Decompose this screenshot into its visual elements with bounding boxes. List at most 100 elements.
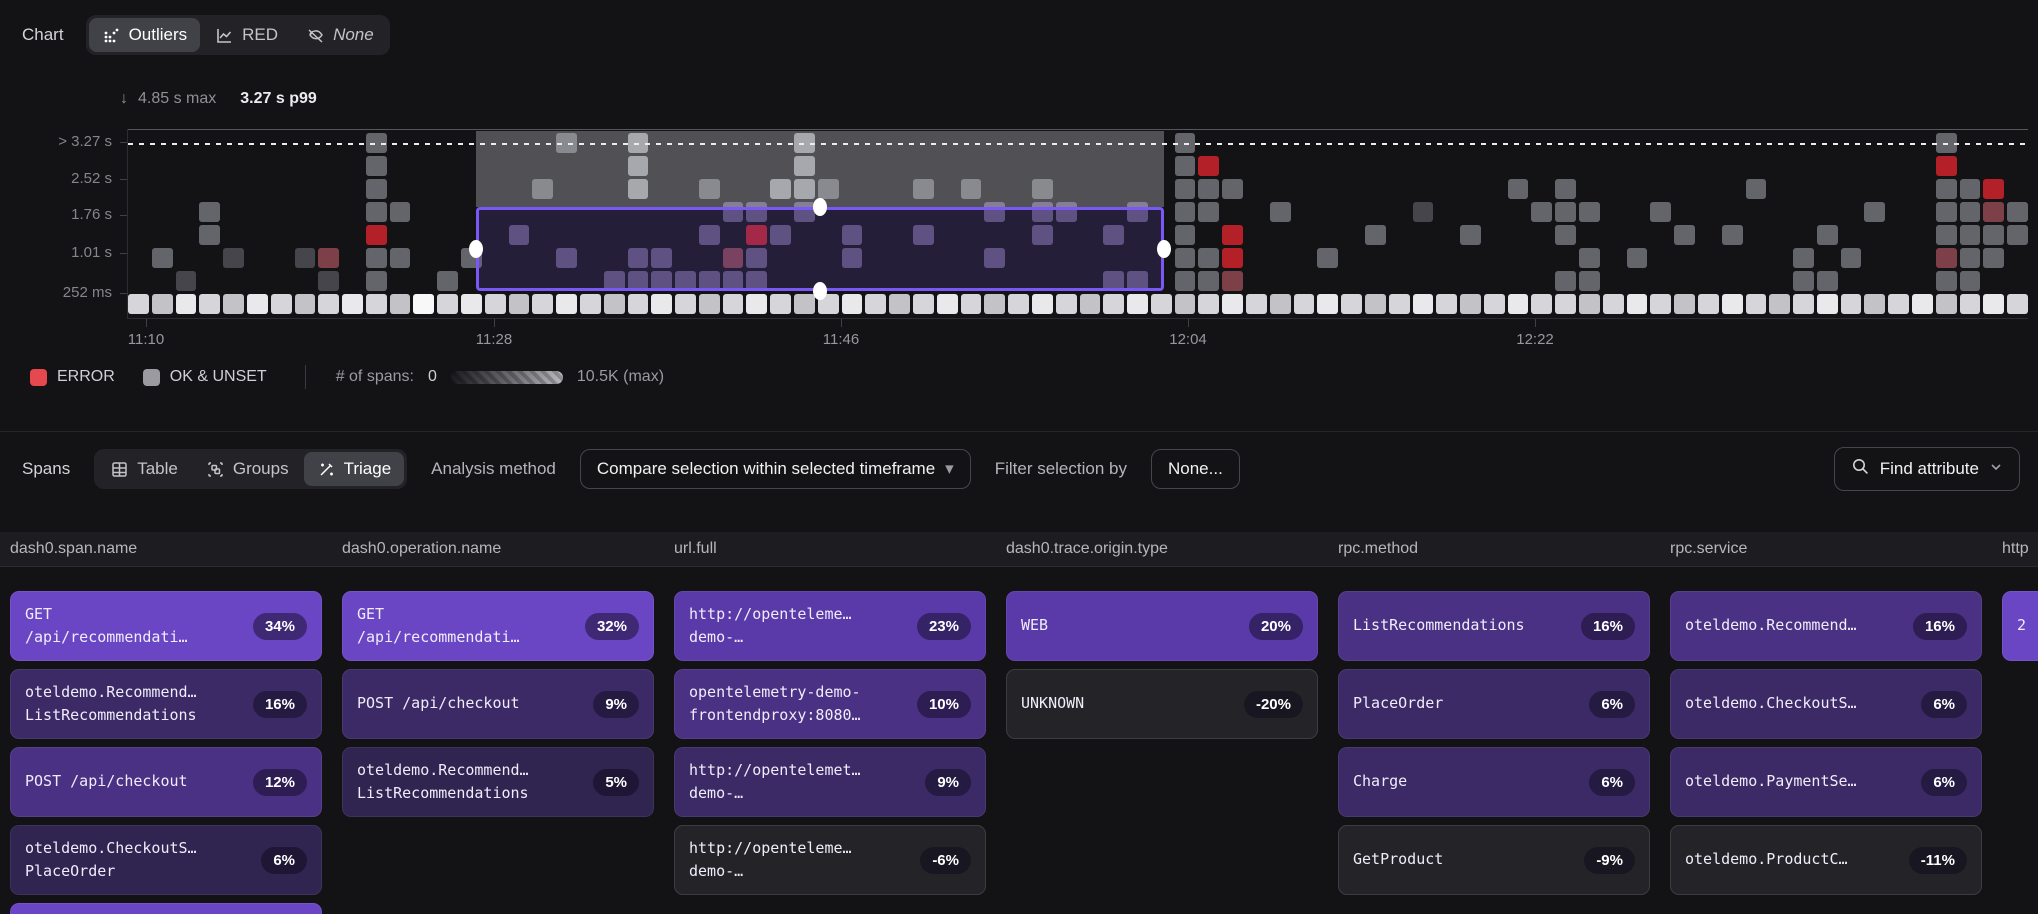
- heatmap-cell-empty: [199, 179, 220, 199]
- heatmap-cell: [175, 294, 197, 314]
- heatmap-cell: [508, 225, 530, 245]
- heatmap-cell-empty: [437, 179, 458, 199]
- selection-box[interactable]: [476, 207, 1164, 291]
- heatmap-cell-empty: [1627, 156, 1648, 176]
- selection-handle-left[interactable]: [469, 240, 483, 258]
- selection-handle-bottom[interactable]: [813, 282, 827, 300]
- heatmap-cell: [651, 271, 673, 291]
- chart-mode-outliers[interactable]: Outliers: [88, 18, 201, 52]
- spans-view-groups[interactable]: Groups: [193, 452, 302, 486]
- attribute-value-chip[interactable]: GetProduct -9%: [1338, 825, 1650, 895]
- heatmap-cell-empty: [2007, 271, 2028, 291]
- attribute-value-chip[interactable]: oteldemo.ProductC… -11%: [1670, 825, 1982, 895]
- heatmap-cell: [1269, 294, 1291, 314]
- heatmap-cell-empty: [1888, 156, 1909, 176]
- y-axis-tick-label: 1.01 s: [71, 244, 112, 261]
- attribute-value-chip[interactable]: WEB 20%: [1006, 591, 1318, 661]
- heatmap-cell: [1031, 294, 1053, 314]
- attribute-value-chip[interactable]: opentelemetry-demo- frontendproxy:8080… 1…: [674, 669, 986, 739]
- heatmap-cell: [651, 294, 673, 314]
- heatmap-cell-empty: [1365, 271, 1386, 291]
- chart-mode-red[interactable]: RED: [202, 18, 291, 52]
- heatmap-cell: [627, 271, 649, 291]
- chart-mode-none[interactable]: None: [293, 18, 387, 52]
- heatmap-cell: [746, 225, 768, 245]
- attribute-value-chip[interactable]: http://openteleme… demo-… 23%: [674, 591, 986, 661]
- heatmap-plot[interactable]: 11:10 11:28 11:46 12:04 12:22: [127, 129, 2028, 348]
- attribute-value-chip[interactable]: ListRecommendations 16%: [1338, 591, 1650, 661]
- heatmap-cell: [1198, 248, 1220, 268]
- spans-view-table[interactable]: Table: [97, 452, 191, 486]
- heatmap-cell: [1174, 202, 1196, 222]
- heatmap-cell: [223, 248, 244, 268]
- heatmap-cell-empty: [295, 271, 316, 291]
- heatmap-cell-empty: [1793, 179, 1814, 199]
- heatmap-cell: [865, 294, 887, 314]
- attribute-value-chip[interactable]: [10, 903, 322, 914]
- attribute-value-chip[interactable]: oteldemo.Recommend… ListRecommendations 1…: [10, 669, 322, 739]
- attribute-value-chip[interactable]: oteldemo.PaymentSe… 6%: [1670, 747, 1982, 817]
- heatmap-cell-empty: [1436, 202, 1457, 222]
- spans-view-triage[interactable]: Triage: [303, 452, 405, 486]
- heatmap-cell: [746, 271, 768, 291]
- heatmap-cell-empty: [1769, 202, 1790, 222]
- heatmap-cell-empty: [1555, 248, 1576, 268]
- heatmap-cell: [1721, 294, 1743, 314]
- heatmap-cell: [1198, 156, 1220, 176]
- attribute-value-chip[interactable]: oteldemo.CheckoutS… PlaceOrder 6%: [10, 825, 322, 895]
- heatmap-cell-empty: [1246, 179, 1267, 199]
- attribute-value-chip[interactable]: PlaceOrder 6%: [1338, 669, 1650, 739]
- attribute-value-chip[interactable]: UNKNOWN -20%: [1006, 669, 1318, 739]
- heatmap-cell-empty: [128, 271, 149, 291]
- heatmap-cell: [1198, 271, 1220, 291]
- heatmap-cell-empty: [342, 179, 363, 199]
- attribute-value-chip[interactable]: POST /api/checkout 9%: [342, 669, 654, 739]
- heatmap-cell-empty: [1531, 179, 1552, 199]
- heatmap-cell: [1935, 179, 1957, 199]
- heatmap-cell: [1555, 294, 1577, 314]
- filter-selection-button[interactable]: None...: [1150, 449, 1240, 489]
- attribute-column: GET /api/recommendati… 34% oteldemo.Recomm…: [10, 591, 342, 914]
- p99-dotted-line: [128, 143, 2028, 145]
- heatmap-cell-empty: [1531, 225, 1552, 245]
- attribute-value-chip[interactable]: POST /api/checkout 12%: [10, 747, 322, 817]
- heatmap-cell-empty: [199, 156, 220, 176]
- heatmap-cell: [1388, 294, 1410, 314]
- heatmap-cell-empty: [390, 179, 411, 199]
- attribute-value-chip[interactable]: GET /api/recommendati… 32%: [342, 591, 654, 661]
- selection-handle-top[interactable]: [813, 198, 827, 216]
- heatmap-cell-empty: [1413, 179, 1434, 199]
- attribute-value-chip[interactable]: http://opentelemet… demo-… 9%: [674, 747, 986, 817]
- heatmap-cell-empty: [271, 202, 292, 222]
- heatmap-cell-empty: [1888, 271, 1909, 291]
- heatmap-cell: [128, 294, 149, 314]
- analysis-method-dropdown[interactable]: Compare selection within selected timefr…: [579, 449, 971, 489]
- heatmap-cell-empty: [271, 225, 292, 245]
- attribute-value-chip[interactable]: Charge 6%: [1338, 747, 1650, 817]
- heatmap-cell-empty: [1603, 225, 1624, 245]
- find-attribute-button[interactable]: Find attribute: [1833, 447, 2020, 491]
- selection-handle-right[interactable]: [1157, 240, 1171, 258]
- heatmap-cell-empty: [1484, 156, 1505, 176]
- attribute-value-chip[interactable]: oteldemo.Recommend… 16%: [1670, 591, 1982, 661]
- heatmap-cell-empty: [128, 156, 149, 176]
- heatmap-cell-empty: [413, 179, 434, 199]
- heatmap-cell: [603, 271, 625, 291]
- heatmap-cell: [794, 294, 815, 314]
- chart-mode-segmented-control: Outliers RED None: [85, 15, 390, 55]
- y-axis-tick-label: 1.76 s: [71, 206, 112, 223]
- heatmap-cell-empty: [271, 248, 292, 268]
- heatmap-cell: [1198, 202, 1220, 222]
- attribute-value-chip[interactable]: http://openteleme… demo-… -6%: [674, 825, 986, 895]
- heatmap-cell-empty: [1341, 225, 1362, 245]
- heatmap-cell: [1745, 179, 1767, 199]
- attribute-value-chip[interactable]: 2: [2002, 591, 2038, 661]
- heatmap-cell-empty: [1484, 248, 1505, 268]
- heatmap-cell: [627, 248, 649, 268]
- heatmap-cell-empty: [1555, 156, 1576, 176]
- attribute-value-chip[interactable]: oteldemo.CheckoutS… 6%: [1670, 669, 1982, 739]
- heatmap-cell: [365, 202, 387, 222]
- attribute-value-chip[interactable]: oteldemo.Recommend… ListRecommendations 5…: [342, 747, 654, 817]
- attribute-value-chip[interactable]: GET /api/recommendati… 34%: [10, 591, 322, 661]
- heatmap-cell: [365, 156, 387, 176]
